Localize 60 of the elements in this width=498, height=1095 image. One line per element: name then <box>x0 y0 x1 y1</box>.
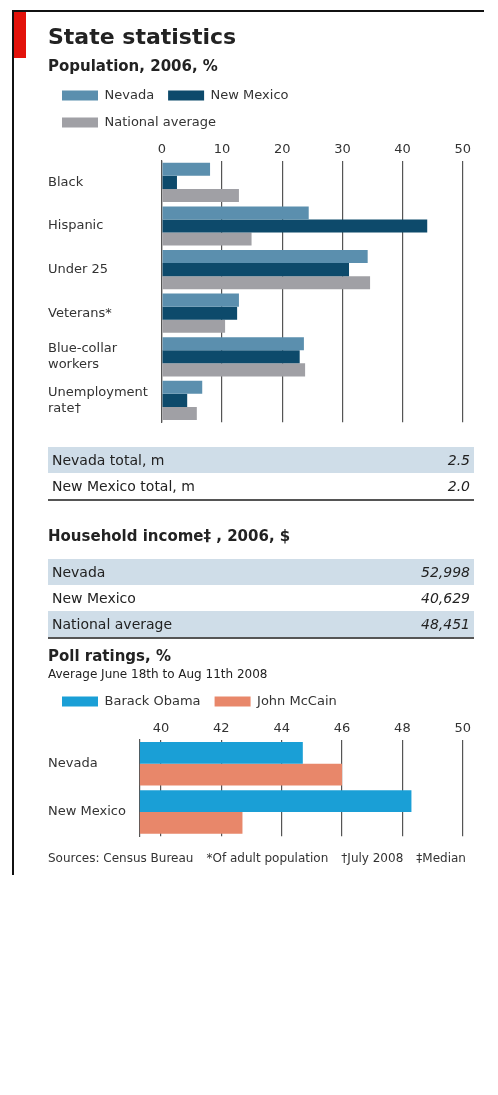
x-tick-label: 10 <box>213 141 231 157</box>
x-tick-label: 48 <box>394 720 411 736</box>
bar <box>162 249 368 264</box>
category-label: National average <box>48 611 343 637</box>
bar <box>162 393 188 407</box>
x-tick-label: 40 <box>152 720 170 736</box>
chart-subtitle: Population, 2006, % <box>48 57 219 75</box>
y-tick-label: Hispanic <box>48 217 104 233</box>
x-tick-label: 50 <box>454 720 471 736</box>
y-tick-label: Black <box>48 173 84 189</box>
text: 2.0 <box>447 478 470 494</box>
bar <box>162 162 211 176</box>
legend-label: National average <box>104 113 217 129</box>
bar <box>162 276 371 290</box>
bar <box>162 188 239 203</box>
legend-label: Nevada <box>104 86 155 102</box>
x-tick-label: 30 <box>334 141 351 157</box>
chart-title: State statistics <box>48 23 238 49</box>
text: ‡Median <box>416 851 466 865</box>
text: 52,998 <box>421 564 470 580</box>
x-tick-label: 46 <box>333 720 351 736</box>
source-note: Sources: Census Bureau <box>48 851 194 865</box>
category-label: Nevada total, m <box>48 447 403 473</box>
x-tick-label: 0 <box>157 141 167 157</box>
bar <box>162 350 300 364</box>
category-label: New Mexico total, m <box>51 477 196 496</box>
legend-label: John McCain <box>256 692 337 708</box>
legend-label: Barack Obama <box>104 692 201 708</box>
bar <box>162 406 197 421</box>
text: 48,451 <box>421 616 470 632</box>
x-tick-label: 42 <box>213 720 230 736</box>
bar <box>162 380 203 394</box>
x-tick-label: 20 <box>273 141 291 157</box>
text: 2.5 <box>447 452 470 468</box>
y-tick-label: Blue-collar workers <box>48 340 118 371</box>
text: *Of adult population <box>206 851 329 865</box>
text: †July 2008 <box>341 851 404 865</box>
bar <box>162 293 239 307</box>
y-tick-label: New Mexico <box>48 803 126 819</box>
x-tick-label: 44 <box>273 720 290 736</box>
x-tick-label: 40 <box>394 141 411 157</box>
y-tick-label: Unemployment rate† <box>48 383 148 415</box>
bar <box>162 319 226 333</box>
bar <box>162 175 177 189</box>
y-tick-label: Nevada <box>48 755 98 771</box>
legend-label: New Mexico <box>210 86 289 102</box>
bar <box>162 263 350 277</box>
text: Household income‡ , 2006, $ <box>48 527 292 545</box>
chart-subtitle: Average June 18th to Aug 11th 2008 <box>48 667 269 681</box>
bar <box>162 306 238 320</box>
y-tick-label: Veterans* <box>48 304 113 320</box>
bar <box>162 219 428 233</box>
y-tick-label: Under 25 <box>48 260 109 276</box>
bar <box>162 232 252 246</box>
bar <box>162 337 304 351</box>
bar <box>162 206 309 220</box>
text: 40,629 <box>421 590 470 606</box>
bar <box>162 363 306 377</box>
x-tick-label: 50 <box>454 141 471 157</box>
chart-title: Poll ratings, % <box>48 647 172 665</box>
